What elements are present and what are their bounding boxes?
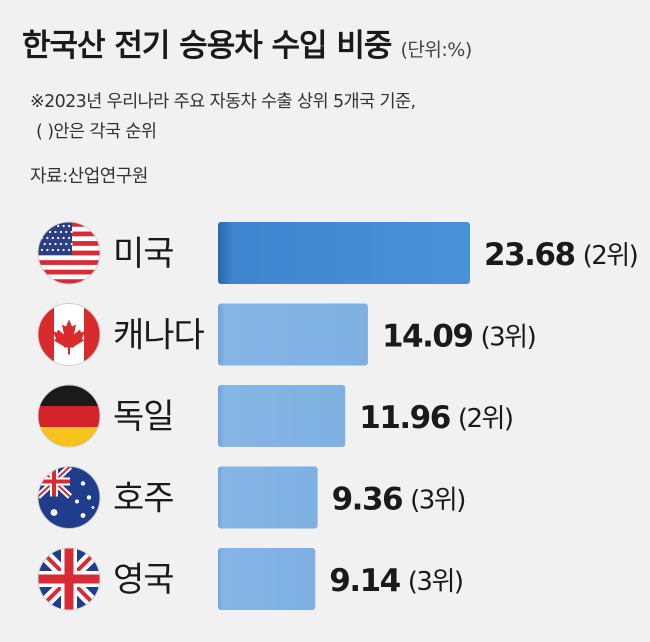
footnote-line-2: ( )안은 각국 순위 [36,122,157,142]
category-label: 캐나다 [113,316,205,356]
category-label: 영국 [113,560,174,600]
chart-title-row: 한국산 전기 승용차 수입 비중 (단위:%) [22,20,472,65]
category-label: 독일 [113,397,174,437]
source-label: 자료:산업연구원 [30,166,148,187]
australia-flag-icon [37,466,101,529]
chart-row: 영국 9.14 (3위) [37,547,464,611]
footnote-line-1: ※2023년 우리나라 주요 자동차 수출 상위 5개국 기준, [30,92,416,112]
usa-flag-icon [37,221,101,285]
chart-row: 호주 9.36 (3위) [37,466,466,529]
canada-flag-icon [37,303,101,366]
unit-label: (단위:%) [400,39,473,61]
rank-label: (3위) [410,486,465,516]
value-label: 9.14 [329,563,400,599]
bar [218,222,470,284]
chart-row: 캐나다 14.09 (3위) [37,303,537,366]
value-label: 23.68 [484,237,575,273]
value-label: 9.36 [332,482,403,518]
bar [218,303,368,366]
chart-title: 한국산 전기 승용차 수입 비중 [22,28,392,64]
value-label: 14.09 [382,319,473,355]
chart-row: 미국 23.68 (2위) [37,221,639,285]
bar [218,385,346,447]
chart-row: 독일 11.96 (2위) [37,384,514,448]
bar [218,548,316,610]
category-label: 호주 [113,479,174,519]
uk-flag-icon [37,547,101,611]
rank-label: (3위) [408,567,463,597]
category-label: 미국 [113,234,174,274]
bar [218,466,318,529]
rank-label: (2위) [583,241,638,271]
rank-label: (3위) [481,323,536,353]
germany-flag-icon [37,384,101,448]
value-label: 11.96 [359,400,450,436]
rank-label: (2위) [458,404,513,434]
